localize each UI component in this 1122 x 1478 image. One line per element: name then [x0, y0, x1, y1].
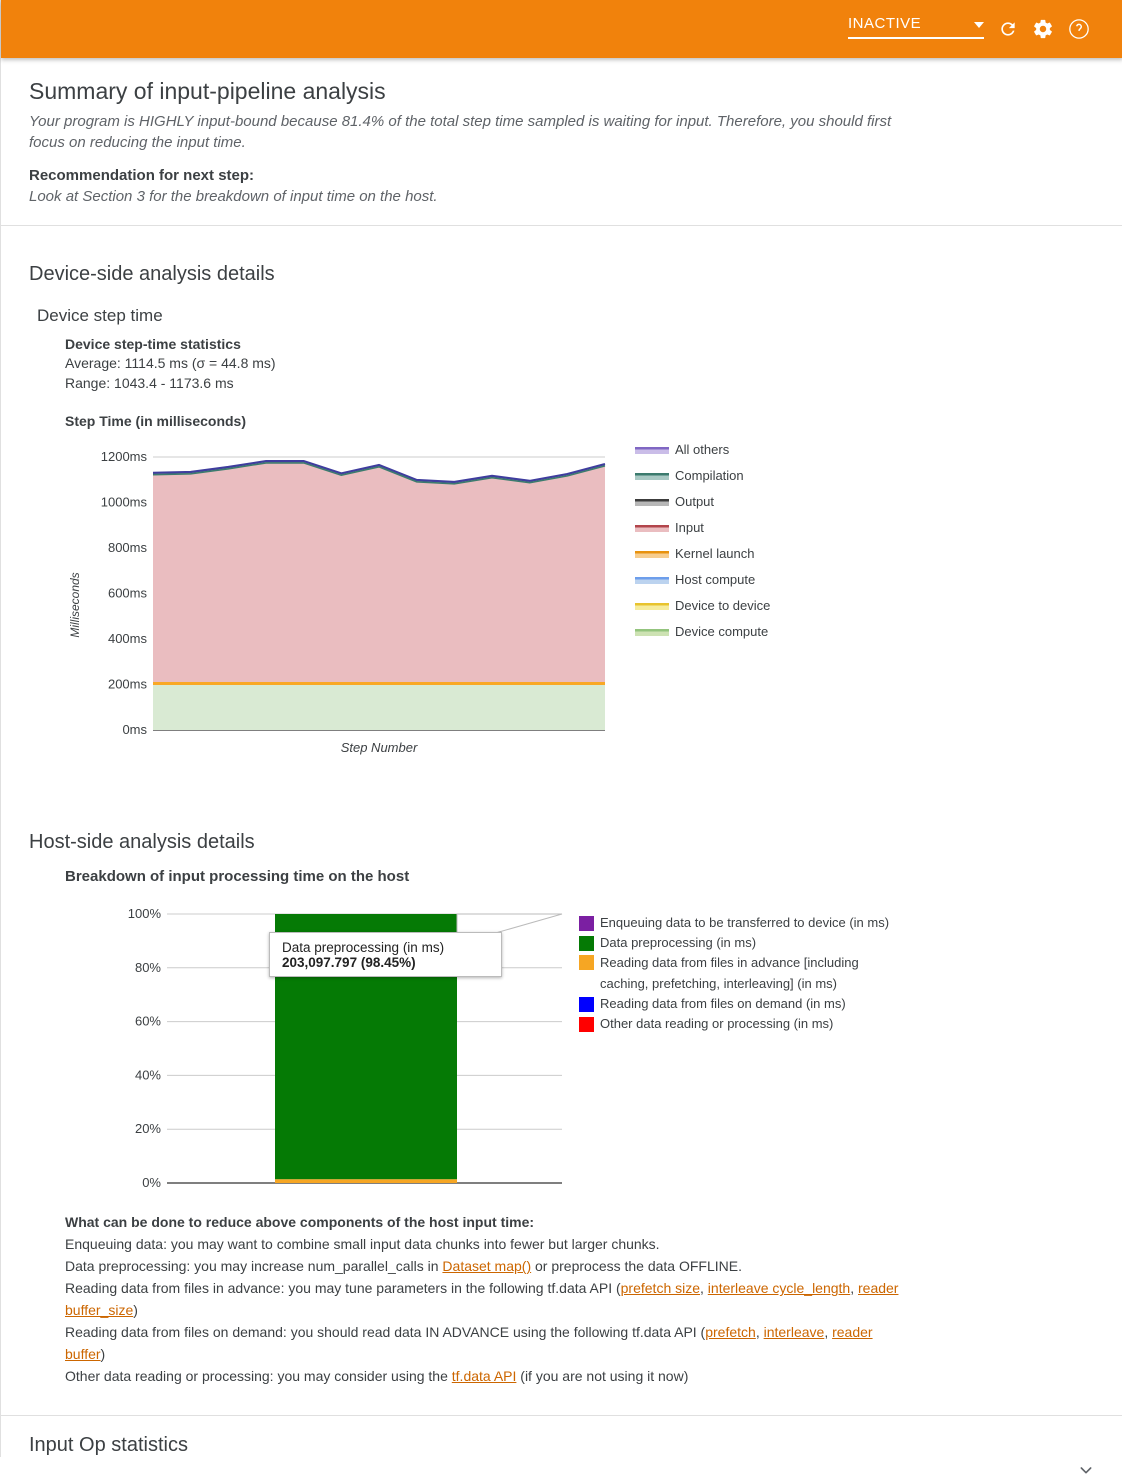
svg-text:1200ms: 1200ms: [101, 449, 148, 464]
svg-text:Step Number: Step Number: [341, 740, 418, 755]
svg-text:40%: 40%: [135, 1068, 161, 1083]
svg-text:80%: 80%: [135, 960, 161, 975]
svg-text:200ms: 200ms: [108, 677, 148, 692]
svg-text:400ms: 400ms: [108, 631, 148, 646]
svg-text:0%: 0%: [142, 1175, 161, 1189]
svg-text:60%: 60%: [135, 1014, 161, 1029]
svg-text:800ms: 800ms: [108, 540, 148, 555]
svg-text:100%: 100%: [128, 906, 162, 921]
svg-text:Milliseconds: Milliseconds: [68, 573, 82, 638]
svg-text:1000ms: 1000ms: [101, 495, 148, 510]
svg-text:0ms: 0ms: [122, 722, 147, 737]
svg-text:600ms: 600ms: [108, 586, 148, 601]
svg-text:20%: 20%: [135, 1121, 161, 1136]
